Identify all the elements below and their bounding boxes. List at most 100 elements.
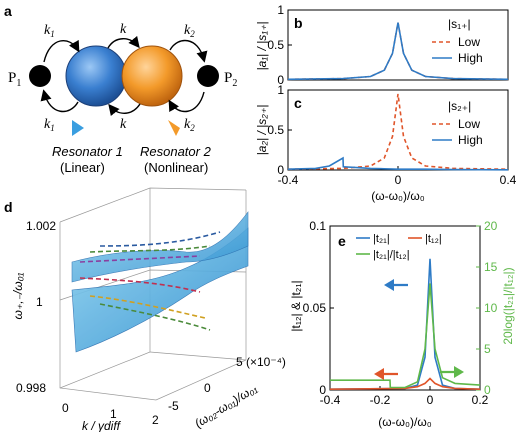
svg-text:P2: P2 [224, 70, 237, 89]
panel-b-series [287, 22, 509, 81]
panel-a: a P1 P2 k1 k1 k k k2 k2 Resonator 1 (Lin… [4, 3, 237, 175]
panel-d-ytick-pos: 5 (×10⁻⁴) [236, 355, 286, 369]
arc-k-top [107, 35, 140, 49]
arc-k1-top [43, 39, 80, 63]
panel-e-ylabel-right: 20log(|t₂₁|/|t₁₂|) [501, 267, 515, 344]
k2-bottom-label: k [184, 117, 191, 132]
e-ticks-yrlabel-1: 5 [484, 342, 491, 356]
k-top-label: k [120, 22, 127, 37]
resonator-2-name: Resonator 2 [140, 144, 212, 159]
c-ticks-xlabel-1: 0 [395, 173, 402, 187]
panel-a-letter: a [4, 3, 12, 19]
panel-e-legend-t12: |t₁₂| [425, 233, 442, 245]
e-ticks-ylabel-1: 0.05 [303, 301, 327, 315]
e-ticks-ylabel-0: 0 [319, 383, 326, 397]
panel-c-legend-title: |s₂₊| [448, 99, 471, 113]
k2-bottom-sub: 2 [190, 123, 195, 133]
k2-top-sub: 2 [190, 29, 195, 39]
panel-d-xtick-0: 0 [62, 401, 69, 415]
resonator-1-pointer-icon [72, 120, 84, 136]
panel-d: d 1.002 1 0.998 ω₊,₋/ω₀₁ 0 1 2 k / γ [4, 187, 286, 432]
e-ticks-xlabel-0: -0.4 [320, 393, 341, 407]
k1-bottom-label: k [44, 117, 51, 132]
panel-e: e |t₁₂| & |t₂₁| 20log(|t₂₁|/|t₁₂|) 0 0.05… [289, 219, 515, 429]
k1-top-label: k [44, 23, 51, 38]
resonator-2-pointer-icon [168, 120, 180, 136]
svg-text:k2: k2 [184, 117, 195, 133]
c-ticks-xlabel-2: 0.4 [500, 173, 517, 187]
arc-k1-bottom [40, 89, 79, 113]
e-lines-line-2 [330, 283, 481, 389]
panel-b-legend-low: Low [458, 35, 480, 49]
panel-d-ztick-mid: 1 [36, 295, 43, 309]
c-ticks-ylabel-1: 0.5 [267, 123, 284, 137]
c-lines-line-0 [287, 93, 509, 170]
panel-e-legend-ratio: |t₂₁|/|t₁₂| [373, 249, 410, 261]
port-1-sub: 1 [16, 78, 21, 89]
port-2-dot [197, 65, 219, 87]
e-ticks-yrlabel-0: 0 [484, 383, 491, 397]
c-ticks-ylabel-2: 1 [277, 83, 284, 97]
panel-d-letter: d [4, 199, 13, 215]
panel-e-arrowhead-blue-icon [384, 279, 394, 291]
svg-text:k1: k1 [44, 117, 55, 133]
panel-d-ytick-neg: -5 [168, 399, 179, 413]
panel-e-series [329, 258, 481, 390]
panel-e-ylabel-left: |t₁₂| & |t₂₁| [289, 280, 303, 331]
panel-e-xlabel: (ω-ω₀)/ω₀ [378, 415, 431, 429]
e-ticks-yrlabel-2: 10 [484, 301, 498, 315]
resonator-1-type: (Linear) [60, 160, 105, 175]
k-bottom-label: k [120, 117, 127, 132]
arc-k2-bottom [168, 91, 205, 113]
e-ticks-xlabel-1: -0.2 [370, 393, 391, 407]
panel-e-legend-t21: |t₂₁| [373, 233, 390, 245]
b-lines-line-1 [287, 22, 509, 81]
panel-d-xtick-1: 1 [110, 407, 117, 421]
e-ticks-xlabel-3: 0.2 [472, 393, 489, 407]
panel-c-letter: c [294, 95, 302, 111]
c-ticks-xlabel-0: -0.4 [278, 173, 299, 187]
panel-c-series [287, 93, 509, 171]
b-ticks-ylabel-0: 0 [277, 73, 284, 87]
b-ticks-ylabel-2: 1 [277, 3, 284, 17]
panel-c-ticks: 00.51-0.4 0 0.4 [267, 83, 516, 187]
panel-b-ylabel: |a₁| / |s₁₊| [255, 21, 269, 70]
k1-top-sub: 1 [50, 29, 55, 39]
svg-text:k2: k2 [184, 23, 195, 39]
panel-c-ylabel: |a₂| / |s₂₊| [255, 105, 269, 156]
panel-c-legend-low: Low [458, 117, 480, 131]
resonator-2-type: (Nonlinear) [144, 160, 208, 175]
panel-d-ytick-0: 0 [204, 381, 211, 395]
panel-b-legend-title: |s₁₊| [448, 17, 471, 31]
port-2-label: P [224, 70, 232, 86]
k1-bottom-sub: 1 [50, 123, 55, 133]
panel-e-arrowhead-green-icon [454, 366, 464, 378]
panel-c: c |a₂| / |s₂₊| 00.51-0.4 0 0.4 |s₂₊| Low H… [255, 83, 517, 203]
c-lines-line-1 [287, 156, 509, 171]
b-ticks-ylabel-1: 0.5 [267, 38, 284, 52]
resonator-2-sphere [121, 45, 183, 107]
e-lines-line-1 [329, 377, 481, 390]
panel-d-xtick-2: 2 [152, 413, 159, 427]
surface-lower [71, 227, 249, 353]
e-ticks-yrlabel-4: 20 [484, 219, 498, 233]
arc-k2-top [169, 39, 208, 63]
e-ticks-yrlabel-3: 15 [484, 260, 498, 274]
panel-e-letter: e [338, 233, 346, 249]
panel-d-ztick-top: 1.002 [26, 219, 56, 233]
arc-k-bottom [108, 103, 141, 117]
surface-curves [79, 231, 221, 331]
panel-d-ztick-bottom: 0.998 [16, 381, 46, 395]
e-ticks-ylabel-2: 0.1 [309, 219, 326, 233]
panel-d-xlabel: k / γdiff [82, 419, 122, 432]
svg-text:k1: k1 [44, 23, 55, 39]
panel-c-legend-high: High [458, 133, 483, 147]
svg-text:P1: P1 [8, 70, 21, 89]
panel-e-arrowhead-red-icon [374, 368, 384, 380]
panel-d-zlabel: ω₊,₋/ω₀₁ [11, 272, 25, 319]
port-2-sub: 2 [232, 78, 237, 89]
panel-b: b |a₁| / |s₁₊| 00.51 |s₁₊| Low High [255, 3, 509, 87]
port-1-dot [29, 65, 51, 87]
